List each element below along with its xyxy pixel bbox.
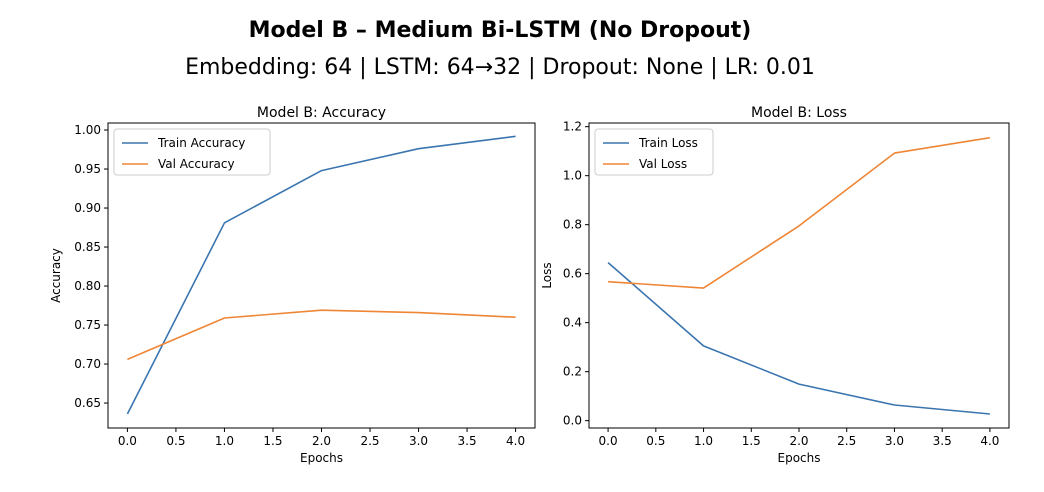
- accuracy-chart-title: Model B: Accuracy: [257, 105, 386, 121]
- loss-y-tick-label: 0.6: [563, 267, 582, 281]
- accuracy-y-tick-label: 0.90: [74, 201, 101, 215]
- accuracy-y-tick-label: 0.65: [74, 396, 101, 410]
- figure-subtitle: Embedding: 64 | LSTM: 64→32 | Dropout: N…: [185, 55, 815, 80]
- accuracy-y-tick-label: 0.95: [74, 162, 101, 176]
- accuracy-legend: [113, 128, 271, 176]
- loss-x-tick-label: 4.0: [980, 434, 999, 448]
- loss-y-tick-label: 0.4: [563, 316, 582, 330]
- loss-chart: Model B: Loss 0.0 0.5 1.0 1.5 2.0 2.5 3.0 3.5 4.0…: [540, 105, 1010, 465]
- accuracy-y-tick-label: 1.00: [74, 123, 101, 137]
- accuracy-y-tick-label: 0.75: [74, 318, 101, 332]
- loss-x-tick-label: 2.5: [837, 434, 856, 448]
- accuracy-y-axis-label: Accuracy: [49, 248, 63, 303]
- loss-y-tick-label: 1.2: [563, 120, 582, 134]
- accuracy-x-axis-label: Epochs: [300, 451, 343, 465]
- accuracy-x-tick-label: 1.5: [263, 434, 282, 448]
- figure-title: Model B – Medium Bi-LSTM (No Dropout): [248, 18, 752, 43]
- loss-y-tick-label: 0.0: [563, 414, 582, 428]
- loss-y-tick-label: 1.0: [563, 169, 582, 183]
- accuracy-chart: Model B: Accuracy 0.0 0.5 1.0 1.5 2.0 2.5 3.0 3.…: [49, 105, 536, 465]
- accuracy-x-tick-label: 2.5: [360, 434, 379, 448]
- loss-y-tick-label: 0.8: [563, 218, 582, 232]
- loss-x-tick-label: 2.0: [789, 434, 808, 448]
- accuracy-y-tick-label: 0.85: [74, 240, 101, 254]
- accuracy-y-tick-label: 0.70: [74, 357, 101, 371]
- loss-legend-label: Train Loss: [638, 136, 698, 150]
- accuracy-x-tick-label: 0.0: [118, 434, 137, 448]
- loss-chart-title: Model B: Loss: [751, 105, 847, 121]
- accuracy-x-tick-label: 2.0: [312, 434, 331, 448]
- accuracy-x-tick-label: 4.0: [506, 434, 525, 448]
- accuracy-x-tick-label: 0.5: [166, 434, 185, 448]
- accuracy-legend-label: Train Accuracy: [157, 136, 245, 150]
- loss-x-tick-label: 0.0: [599, 434, 618, 448]
- accuracy-series-train-line: [126, 135, 516, 415]
- accuracy-legend-label: Val Accuracy: [158, 157, 235, 171]
- accuracy-x-tick-label: 3.0: [409, 434, 428, 448]
- loss-x-tick-label: 1.0: [694, 434, 713, 448]
- loss-x-axis-label: Epochs: [778, 451, 821, 465]
- loss-y-tick-label: 0.2: [563, 365, 582, 379]
- loss-series-val-line: [608, 136, 991, 289]
- accuracy-x-tick-label: 1.0: [215, 434, 234, 448]
- loss-x-tick-label: 1.5: [742, 434, 761, 448]
- loss-x-tick-label: 3.5: [933, 434, 952, 448]
- accuracy-series-val-line: [127, 309, 516, 361]
- loss-x-tick-label: 3.0: [885, 434, 904, 448]
- loss-y-axis-label: Loss: [540, 262, 554, 288]
- loss-x-tick-label: 0.5: [646, 434, 665, 448]
- accuracy-y-tick-label: 0.80: [74, 279, 101, 293]
- loss-legend-label: Val Loss: [639, 157, 687, 171]
- loss-series-train-line: [607, 261, 990, 415]
- accuracy-x-tick-label: 3.5: [458, 434, 477, 448]
